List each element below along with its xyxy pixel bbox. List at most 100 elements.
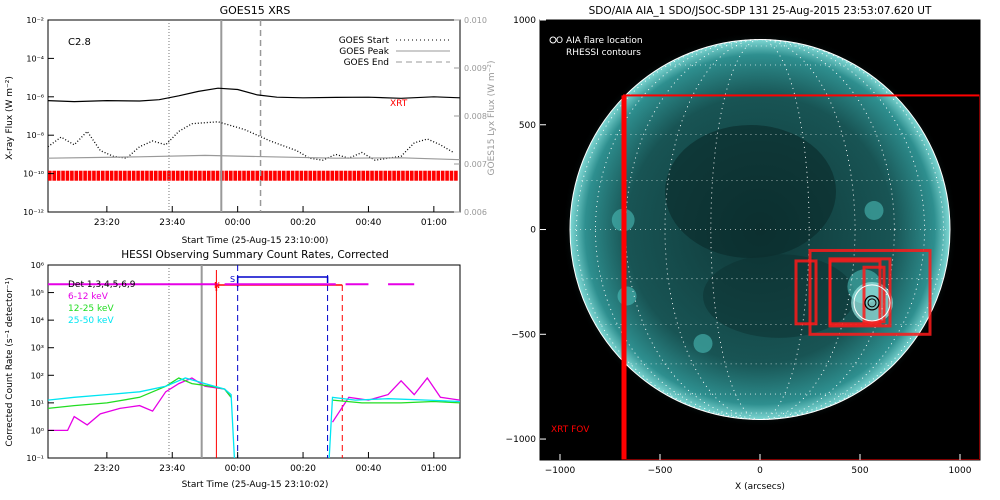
goes-legend-start: GOES Start	[339, 36, 390, 46]
goes-red-square	[365, 170, 370, 181]
goes-x-tick-label: 23:20	[94, 218, 120, 228]
goes-y-tick-label-right: 0.007	[464, 160, 487, 169]
goes-red-square	[246, 170, 251, 181]
goes-red-square	[352, 170, 357, 181]
hessi-x-tick-label: 01:00	[421, 464, 447, 474]
goes-red-square	[78, 170, 83, 181]
sun-dark-region	[665, 125, 836, 259]
goes-red-square	[295, 170, 299, 181]
sun-longitude-line	[664, 39, 856, 420]
hessi-flag-n: N	[214, 281, 220, 290]
hessi-series-line-2	[328, 396, 461, 459]
goes-red-square	[357, 170, 361, 181]
goes-red-square	[264, 170, 268, 181]
aia-x-tick-label: −500	[648, 466, 673, 476]
goes-red-square	[251, 170, 255, 181]
goes-red-square	[176, 170, 180, 181]
hessi-panel: HESSI Observing Summary Count Rates, Cor…	[5, 249, 461, 490]
goes-y-tick-label-right: 0.010	[464, 16, 487, 25]
goes-red-square	[61, 170, 65, 181]
goes-x-tick-label: 00:40	[355, 218, 381, 228]
goes-red-square	[109, 170, 114, 181]
goes-red-square	[136, 170, 140, 181]
goes-red-square	[405, 170, 410, 181]
goes-red-square	[189, 170, 193, 181]
aia-x-tick-label: 1000	[949, 466, 972, 476]
goes-red-square	[290, 170, 295, 181]
goes-red-square	[131, 170, 136, 181]
hessi-marks	[47, 265, 461, 459]
goes-legend-end: GOES End	[344, 58, 389, 68]
goes-red-square	[87, 170, 92, 181]
goes-x-tick-label: 00:20	[290, 218, 316, 228]
goes-red-square	[445, 170, 449, 181]
goes-red-square	[436, 170, 441, 181]
sun-bright-region	[693, 334, 713, 354]
goes-red-square	[343, 170, 348, 181]
goes-red-square	[299, 170, 304, 181]
aia-legend: O AIA flare location RHESSI contours	[556, 36, 643, 58]
goes-red-square	[211, 170, 215, 181]
aia-x-tick-label: 0	[757, 466, 763, 476]
aia-y-ticks: 1000 500 0 −500 −1000	[506, 16, 546, 445]
goes-red-square	[361, 170, 366, 181]
goes-red-square	[56, 170, 61, 181]
goes-red-square	[70, 170, 74, 181]
goes-red-square	[224, 170, 229, 181]
goes-red-square	[153, 170, 158, 181]
goes-red-square	[414, 170, 418, 181]
goes-red-square	[370, 170, 374, 181]
goes-y-ticks: 10⁻² 10⁻⁴ 10⁻⁶ 10⁻⁸ 10⁻¹⁰ 10⁻¹²	[23, 16, 54, 217]
goes-red-square	[427, 170, 432, 181]
hessi-x-tick-label: 00:00	[225, 464, 251, 474]
goes-y-tick-label: 10⁻¹²	[23, 208, 44, 217]
goes-y-tick-label: 10⁻⁶	[26, 93, 44, 102]
goes-red-square	[396, 170, 401, 181]
goes-red-square	[317, 170, 321, 181]
sun-bright-region	[617, 286, 637, 306]
goes-series-line-2	[47, 154, 461, 161]
hessi-y-tick-label: 10⁴	[31, 316, 44, 325]
goes-red-square	[312, 170, 317, 181]
hessi-y-tick-label: 10⁶	[31, 261, 44, 270]
goes-class-label: C2.8	[68, 37, 91, 48]
aia-panel: SDO/AIA AIA_1 SDO/JSOC-SDP 131 25-Aug-20…	[506, 5, 981, 492]
hessi-y-tick-label: 10⁻¹	[26, 454, 44, 463]
hessi-legend-25-50: 25-50 keV	[68, 316, 114, 326]
hessi-series-line-0	[331, 376, 461, 423]
goes-y-label: X-ray Flux (W m⁻²)	[5, 76, 15, 160]
aia-y-tick-label: 0	[530, 226, 536, 236]
goes-red-square	[171, 170, 176, 181]
goes-marks	[47, 20, 461, 212]
goes-x-ticks: 23:20 23:40 00:00 00:20 00:40 01:00	[94, 206, 447, 228]
goes-red-square	[423, 170, 427, 181]
aia-legend-circle-icon	[549, 36, 557, 44]
goes-red-square	[387, 170, 392, 181]
xrt-subfield-box	[828, 259, 882, 326]
goes-panel: GOES15 XRS 10⁻² 10⁻⁴ 10⁻⁶ 10⁻⁸ 10⁻¹⁰ 10⁻¹² 0.…	[5, 4, 497, 246]
goes-red-square	[48, 170, 52, 181]
goes-red-square	[440, 170, 445, 181]
hessi-series-line-1	[332, 399, 461, 404]
goes-red-square	[198, 170, 202, 181]
goes-x-tick-label: 23:40	[159, 218, 185, 228]
goes-red-square	[145, 170, 149, 181]
goes-title: GOES15 XRS	[220, 4, 291, 17]
goes-y-tick-label: 10⁻⁴	[26, 54, 44, 63]
goes-red-square	[233, 170, 237, 181]
goes-red-square	[92, 170, 96, 181]
hessi-blue-bracket	[236, 276, 329, 287]
aia-legend-rhessi: RHESSI contours	[566, 48, 641, 58]
hessi-y-tick-label: 10⁰	[31, 426, 44, 435]
goes-red-square	[326, 170, 330, 181]
goes-red-square	[105, 170, 109, 181]
hessi-x-label: Start Time (25-Aug-15 23:10:02)	[182, 480, 329, 490]
hessi-y-label: Corrected Count Rate (s⁻¹ detector⁻¹)	[5, 277, 15, 446]
goes-x-tick-label: 00:00	[225, 218, 251, 228]
goes-y-tick-label: 10⁻¹⁰	[23, 170, 44, 179]
goes-red-square	[255, 170, 260, 181]
goes-red-square	[158, 170, 162, 181]
goes-red-square	[401, 170, 405, 181]
aia-image	[549, 31, 980, 460]
